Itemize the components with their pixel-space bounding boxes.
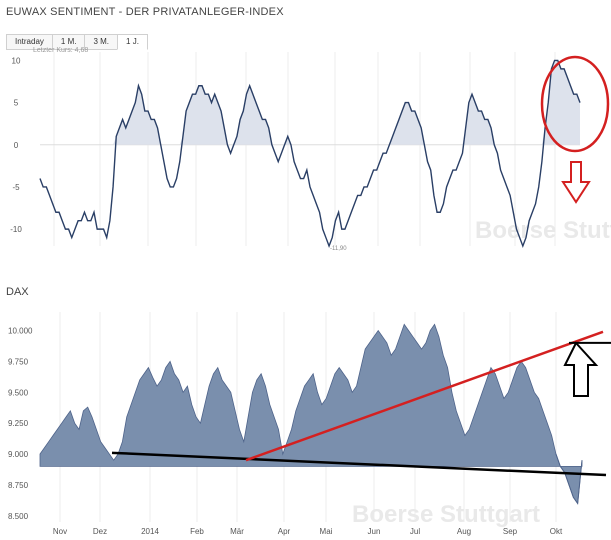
tab-1-year[interactable]: 1 J. [117,34,148,50]
dax-watermark: Boerse Stuttgart [352,501,540,528]
dax-ytick-label: 9.000 [8,450,29,459]
tab-1-month[interactable]: 1 M. [51,34,85,50]
chart-title: EUWAX SENTIMENT - DER PRIVATANLEGER-INDE… [6,6,284,18]
dax-ytick-label: 8.500 [8,512,29,521]
highlight-ellipse [540,55,610,153]
sentiment-ytick-label: 10 [12,56,21,65]
dax-xtick-label: Feb [190,527,204,536]
dax-ytick-label: 8.750 [8,481,29,490]
dax-xtick-label: Jun [368,527,381,536]
dax-xtick-label: Mai [320,527,333,536]
sentiment-watermark: Boerse Stuttgart [475,217,611,244]
sentiment-ytick-label: -5 [12,183,20,192]
dax-ytick-label: 9.500 [8,388,29,397]
down-arrow-annotation [561,161,591,204]
tab-intraday[interactable]: Intraday [6,34,52,50]
dax-ytick-label: 9.250 [8,419,29,428]
dax-xtick-label: Jul [410,527,420,536]
dax-recent-line [555,453,583,505]
sentiment-ytick-label: -10 [10,225,22,234]
dax-title: DAX [6,286,29,298]
resistance-trend-line [245,330,604,462]
dax-xtick-label: 2014 [141,527,159,536]
support-trend-line [111,451,607,477]
dax-xtick-label: Okt [550,527,563,536]
up-arrow-annotation [563,341,599,397]
last-price-label: Letzter Kurs: 4,68 [33,47,89,54]
dax-xtick-label: Dez [93,527,107,536]
dax-xtick-label: Nov [53,527,67,536]
dax-ytick-label: 10.000 [8,327,33,336]
sentiment-min-label: -11,90 [330,246,347,252]
sentiment-ytick-label: 5 [14,99,19,108]
dax-ytick-label: 9.750 [8,357,29,366]
dax-area [39,323,583,505]
dax-xtick-label: Sep [503,527,518,536]
sentiment-ytick-label: 0 [14,141,19,150]
sentiment-series-line [39,59,581,248]
sentiment-positive-area [40,60,580,145]
dax-xtick-label: Aug [457,527,471,536]
dax-xtick-label: Mär [230,527,244,536]
range-tabs: Intraday 1 M. 3 M. 1 J. [6,34,148,50]
dax-xtick-label: Apr [278,527,291,536]
tab-3-months[interactable]: 3 M. [84,34,118,50]
